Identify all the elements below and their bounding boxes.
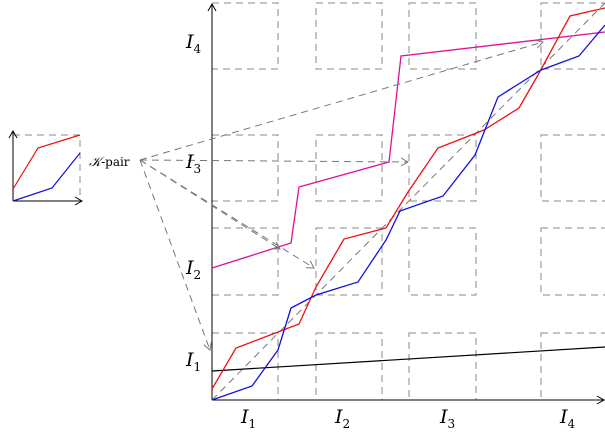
k-pair-arrows — [139, 39, 544, 351]
grid-box-3-1 — [408, 332, 477, 401]
k-pair-symbol: 𝒦 — [89, 155, 105, 170]
grid-box-2-1 — [315, 332, 383, 401]
x-label-i3: I3 — [439, 406, 455, 431]
grid-box-1-3 — [211, 134, 279, 202]
k-pair-text: -pair — [101, 155, 130, 169]
grid-box-3-2 — [408, 227, 477, 296]
y-label-i3: I3 — [185, 151, 201, 176]
grid-box-1-2 — [211, 227, 279, 296]
k-pair-label: 𝒦-pair — [89, 155, 130, 170]
grid-box-4-1 — [540, 332, 605, 401]
grid-box-4-2 — [540, 227, 605, 296]
arrow-to-magenta — [139, 159, 281, 250]
grid-box-4-3 — [540, 134, 605, 202]
grid-box-3-4 — [408, 2, 477, 70]
grid-box-2-2 — [315, 227, 383, 296]
arrow-to-i3 — [139, 157, 410, 167]
blue-curve — [211, 24, 605, 401]
grid-box-2-4 — [315, 2, 383, 70]
inset-red-curve — [12, 134, 81, 190]
diagonal-dashed-line — [211, 2, 605, 401]
grid-box-2-3 — [315, 134, 383, 202]
arrow-to-i2 — [139, 159, 315, 269]
grid-box-1-4 — [211, 2, 279, 70]
inset-plot — [8, 129, 84, 206]
grid-boxes — [211, 2, 605, 401]
inset-blue-curve — [12, 152, 81, 202]
arrow-to-i4 — [139, 39, 544, 161]
arrow-to-i1 — [139, 159, 212, 351]
magenta-curve — [211, 31, 605, 269]
grid-box-3-3 — [408, 134, 477, 202]
black-line — [211, 346, 605, 372]
y-label-i2: I2 — [185, 257, 201, 282]
red-curve — [211, 7, 605, 390]
y-label-i4: I4 — [185, 31, 202, 56]
x-label-i2: I2 — [334, 406, 350, 431]
x-label-i1: I1 — [240, 406, 256, 431]
x-label-i4: I4 — [559, 406, 576, 431]
grid-box-4-4 — [540, 2, 605, 70]
y-label-i1: I1 — [185, 349, 201, 374]
